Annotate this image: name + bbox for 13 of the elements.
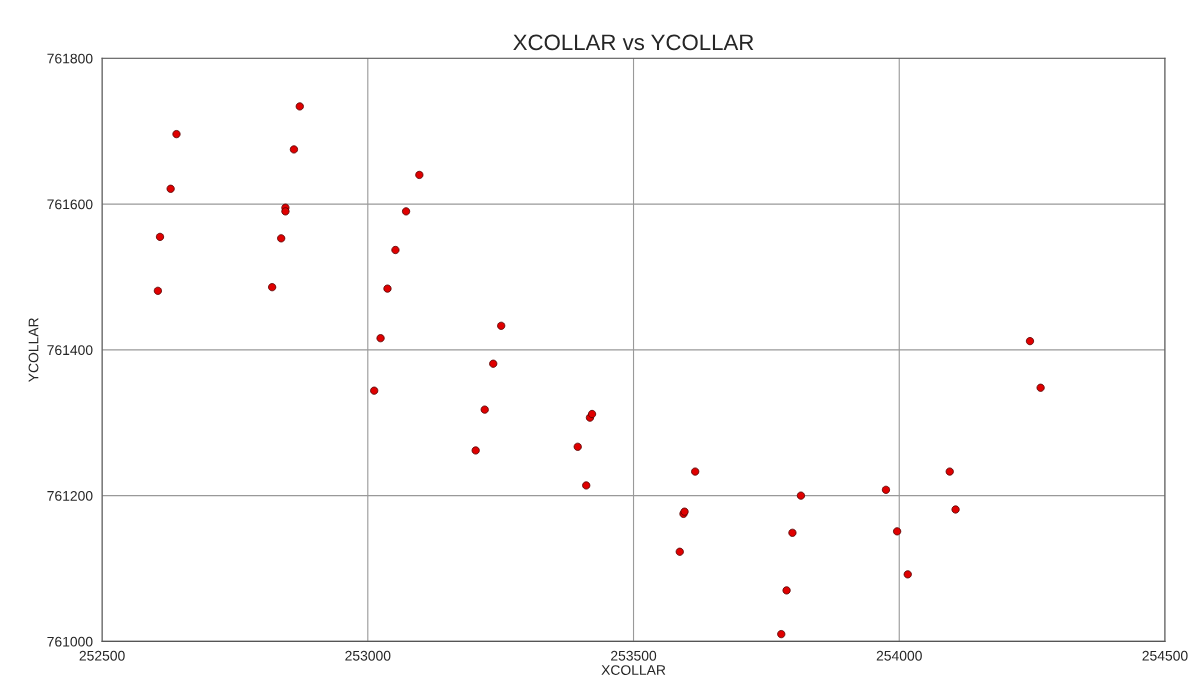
y-tick-label: 761800: [47, 53, 93, 64]
y-tick-label: 761200: [47, 490, 93, 501]
y-axis-title: YCOLLAR: [28, 318, 39, 382]
x-tick-label: 253500: [611, 650, 657, 661]
y-tick-label: 761600: [47, 199, 93, 210]
x-tick-label: 253000: [345, 650, 391, 661]
chart-title: XCOLLAR vs YCOLLAR: [513, 34, 754, 51]
x-tick-label: 254000: [876, 650, 922, 661]
x-tick-label: 252500: [79, 650, 125, 661]
y-tick-label: 761000: [47, 636, 93, 647]
x-tick-label: 254500: [1142, 650, 1188, 661]
y-tick-label: 761400: [47, 345, 93, 356]
x-axis-title: XCOLLAR: [601, 665, 666, 675]
